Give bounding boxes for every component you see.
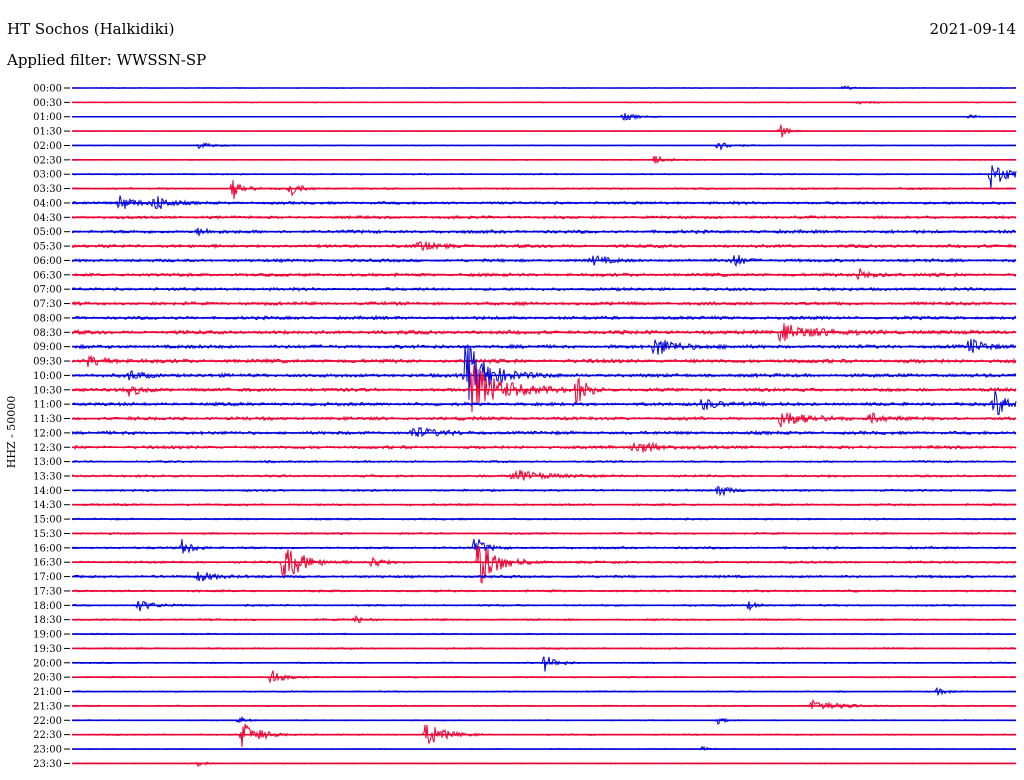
row-time-label: 03:30 [33, 184, 62, 195]
trace-line [71, 698, 1017, 710]
filter-label: Applied filter: WWSSN-SP [7, 51, 207, 69]
trace-line [71, 165, 1017, 189]
record-date: 2021-09-14 [929, 20, 1016, 38]
row-time-label: 05:00 [33, 227, 62, 238]
row-time-label: 03:00 [33, 170, 62, 181]
row-time-label: 09:00 [33, 342, 62, 353]
row-time-label: 16:00 [33, 543, 62, 554]
trace-line [71, 180, 1017, 200]
trace-line [71, 390, 1017, 416]
row-time-label: 15:00 [33, 515, 62, 526]
row-time-label: 22:30 [33, 730, 62, 741]
trace-line [71, 656, 1017, 672]
row-time-label: 04:00 [33, 198, 62, 209]
row-time-label: 06:30 [33, 270, 62, 281]
row-time-label: 01:30 [33, 127, 62, 138]
row-time-label: 14:30 [33, 500, 62, 511]
row-time-label: 18:30 [33, 615, 62, 626]
row-time-label: 23:30 [33, 759, 62, 770]
row-time-label: 11:00 [33, 400, 62, 411]
row-time-label: 11:30 [33, 414, 62, 425]
row-time-label: 05:30 [33, 242, 62, 253]
row-time-label: 17:30 [33, 586, 62, 597]
row-time-label: 00:30 [33, 98, 62, 109]
trace-line [71, 364, 1017, 413]
trace-line [71, 268, 1017, 281]
row-time-label: 10:30 [33, 385, 62, 396]
row-time-label: 09:30 [33, 357, 62, 368]
row-time-label: 19:00 [33, 630, 62, 641]
row-time-label: 08:00 [33, 313, 62, 324]
row-time-label: 02:30 [33, 155, 62, 166]
row-time-label: 07:00 [33, 285, 62, 296]
row-time-label: 04:30 [33, 213, 62, 224]
row-time-label: 06:00 [33, 256, 62, 267]
row-time-label: 01:00 [33, 112, 62, 123]
row-time-label: 00:00 [33, 84, 62, 95]
row-time-label: 12:30 [33, 443, 62, 454]
row-time-label: 19:30 [33, 644, 62, 655]
row-time-label: 18:00 [33, 601, 62, 612]
row-time-label: 13:30 [33, 471, 62, 482]
row-time-label: 07:30 [33, 299, 62, 310]
row-time-label: 21:30 [33, 701, 62, 712]
trace-line [71, 670, 1017, 684]
trace-line [71, 469, 1017, 482]
row-time-label: 14:00 [33, 486, 62, 497]
row-time-label: 22:00 [33, 716, 62, 727]
trace-line [71, 411, 1017, 428]
row-time-label: 17:00 [33, 572, 62, 583]
trace-line [71, 723, 1017, 748]
station-title: HT Sochos (Halkidiki) [7, 20, 175, 38]
row-time-label: 20:00 [33, 658, 62, 669]
channel-label-text: HHZ - 50000 [4, 395, 18, 469]
row-time-label: 13:00 [33, 457, 62, 468]
row-time-label: 16:30 [33, 558, 62, 569]
row-time-label: 08:30 [33, 328, 62, 339]
row-time-label: 10:00 [33, 371, 62, 382]
channel-label: HHZ - 50000 [3, 396, 19, 469]
row-time-label: 20:30 [33, 673, 62, 684]
trace-line [71, 538, 1017, 555]
row-time-label: 21:00 [33, 687, 62, 698]
row-time-label: 23:00 [33, 745, 62, 756]
row-time-label: 02:00 [33, 141, 62, 152]
row-time-label: 15:30 [33, 529, 62, 540]
trace-line [71, 344, 1017, 400]
row-time-label: 12:00 [33, 428, 62, 439]
